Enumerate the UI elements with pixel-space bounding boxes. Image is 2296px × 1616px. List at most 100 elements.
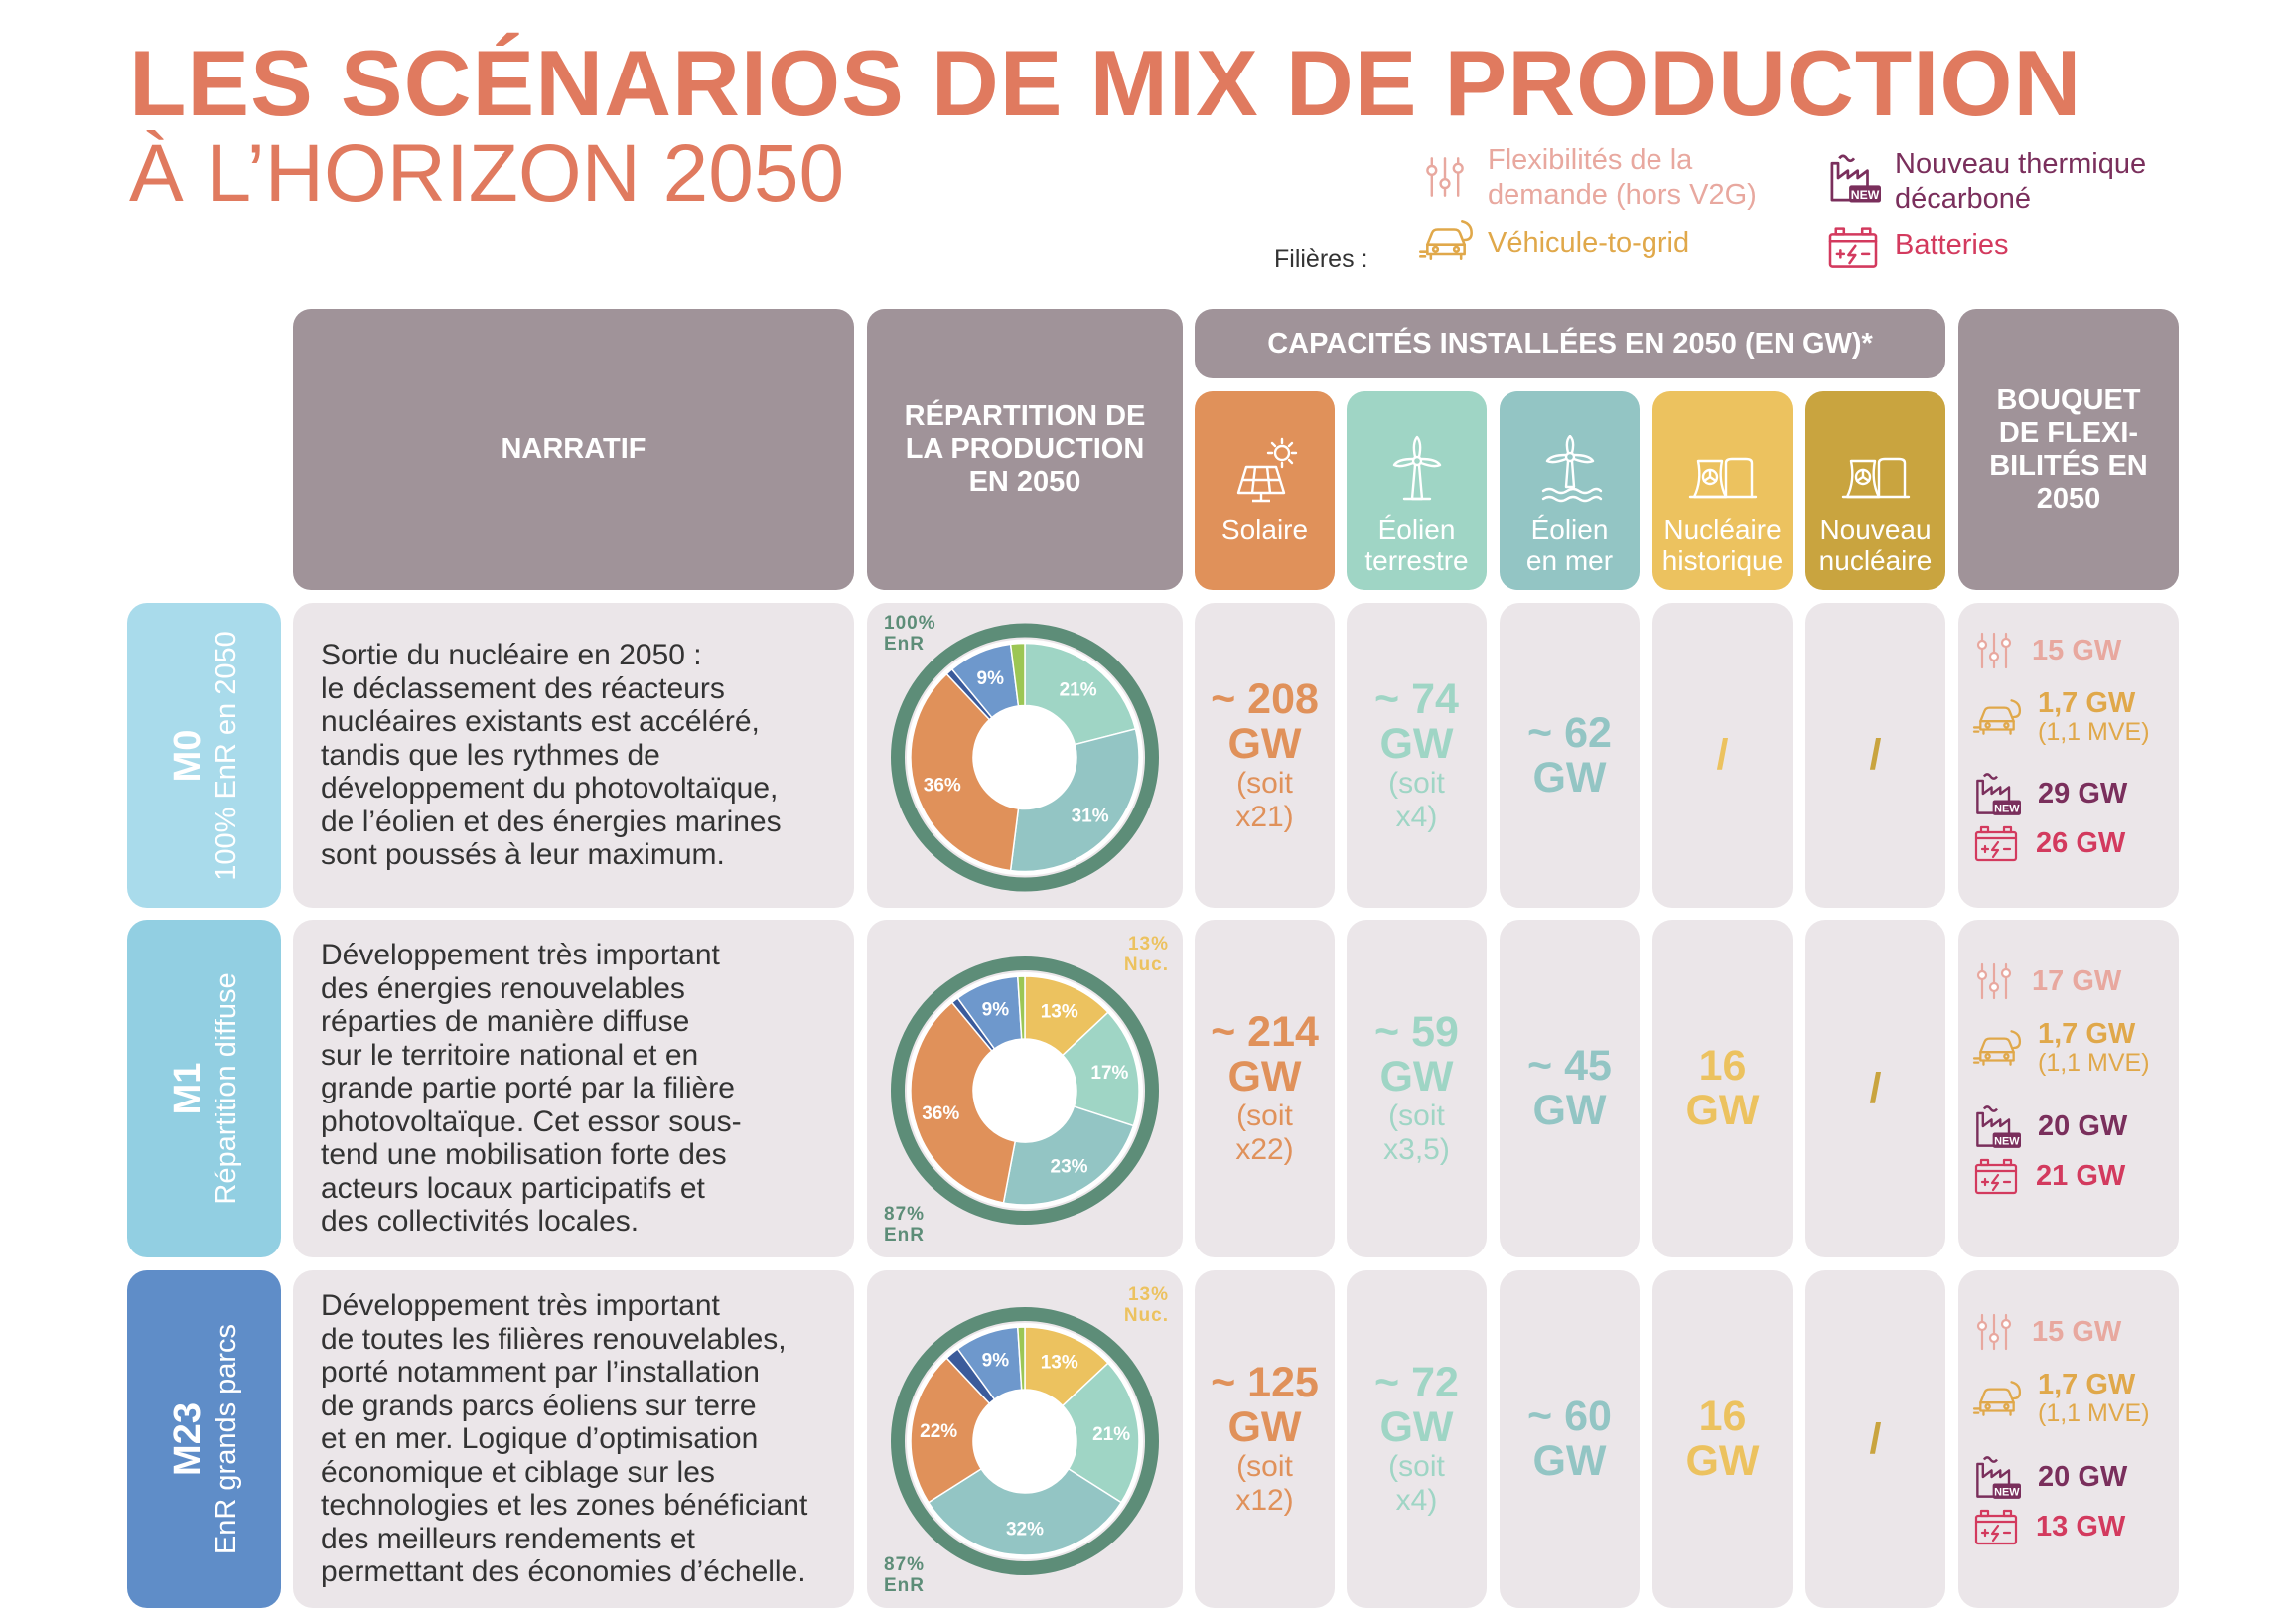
capacity-value: ~ 59 (1374, 1008, 1459, 1056)
narratif-line: des énergies renouvelables (321, 971, 685, 1005)
flex-item-value-wrap: 21 GW (2036, 1159, 2126, 1192)
donut-slice-label: 21% (1092, 1424, 1130, 1445)
flex-item-value-wrap: 15 GW (2032, 635, 2121, 666)
donut-hole (974, 706, 1076, 808)
flex-item-value: 17 GW (2032, 964, 2122, 997)
capacity-ratio-line-2: x22) (1235, 1133, 1294, 1166)
enr-share-value: 87% (884, 1204, 926, 1225)
capacity-cell-eolien-terrestre: ~ 59 GW (soit x3,5) (1347, 920, 1487, 1257)
donut-slice-label: 21% (1060, 679, 1097, 700)
capacity-cell-nucleaire-hist: / (1652, 603, 1793, 908)
narratif-line: développement du photovoltaïque, (321, 772, 779, 806)
capacity-unit: GW (1685, 1087, 1760, 1134)
flex-item-value: 20 GW (2038, 1460, 2128, 1493)
legend-thermique: Nouveau thermique décarboné (1895, 148, 2147, 215)
flex-item-value-wrap: 29 GW (2038, 778, 2127, 809)
capacity-value: ~ 62 (1527, 708, 1612, 757)
flex-item-v2g: 1,7 GW (1,1 MVE) (1972, 1370, 2150, 1426)
narratif-line: grande partie porté par la filière (321, 1072, 735, 1105)
capacity-ratio-line-1: (soit (1236, 1450, 1293, 1483)
flex-item-value: 21 GW (2036, 1159, 2126, 1192)
capacity-unit: GW (1379, 1053, 1454, 1101)
narratif-text: Sortie du nucléaire en 2050 : le déclasse… (321, 639, 847, 872)
narratif-line: des meilleurs rendements et (321, 1522, 695, 1555)
repartition-donut-chart: 13% 21% 32% 22% 9% (891, 1307, 1159, 1575)
capacity-value: ~ 45 (1527, 1042, 1612, 1090)
donut-slice (1016, 1326, 1026, 1391)
legend-flex-demande: Flexibilités de la demande (hors V2G) (1488, 144, 1757, 211)
donut-hole (974, 1040, 1076, 1141)
flex-item-batteries: 21 GW (1972, 1156, 2125, 1196)
enr-share-caption: EnR (884, 1575, 925, 1596)
donut-slice-label: 17% (1090, 1063, 1128, 1084)
thermique-icon (1827, 151, 1881, 205)
flex-item-batteries: 26 GW (1972, 823, 2125, 863)
header-nouveau-nucleaire: Nouveau nucléaire (1805, 391, 1945, 590)
flex-item-value-wrap: 1,7 GW (1,1 MVE) (2038, 688, 2150, 746)
offshore-wind-icon (1535, 435, 1605, 505)
flex-item-value: 26 GW (2036, 826, 2126, 859)
capacity-ratio-line-1: (soit (1388, 766, 1445, 800)
scenario-code: M1 (166, 1062, 209, 1115)
flex-item-value-wrap: 13 GW (2036, 1511, 2125, 1543)
batteries-icon (1972, 823, 2020, 863)
flex-demande-icon (1972, 1312, 2016, 1352)
enr-share-value: 87% (884, 1554, 926, 1575)
thermique-icon (1972, 1102, 2022, 1150)
repartition-donut-chart: 13% 17% 23% 36% 9% (891, 956, 1159, 1225)
narratif-line: permettant des économies d’échelle. (321, 1555, 806, 1589)
narratif-line: et en mer. Logique d’optimisation (321, 1422, 759, 1456)
header-eolien-mer-label-2: en mer (1525, 545, 1614, 576)
donut-slice-label: 13% (1041, 1002, 1078, 1023)
bouquet-flex-cell: 15 GW 1,7 GW (1,1 MVE) 29 GW 26 GW (1958, 603, 2179, 908)
header-eolien-mer: Éolien en mer (1500, 391, 1640, 590)
flex-item-value: 20 GW (2038, 1109, 2128, 1142)
capacity-ratio-line-1: (soit (1236, 766, 1293, 800)
thermique-icon (1972, 770, 2022, 817)
scenario-code: M23 (166, 1402, 209, 1476)
header-solaire-label: Solaire (1220, 514, 1309, 545)
flex-item-value: 15 GW (2032, 1315, 2122, 1348)
capacity-value: ~ 72 (1374, 1359, 1459, 1406)
v2g-icon (1418, 217, 1474, 264)
header-nucleaire-historique-label-2: historique (1661, 545, 1784, 576)
capacity-unit: GW (1227, 1053, 1302, 1101)
scenario-code: M0 (166, 729, 209, 782)
scenario-label-m0: M0 100% EnR en 2050 (127, 603, 281, 908)
donut-slice-label: 9% (982, 1351, 1010, 1372)
batteries-icon (1972, 1507, 2020, 1546)
nuc-share-label: 13% Nuc. (1124, 934, 1169, 975)
narratif-line: des collectivités locales. (321, 1205, 640, 1239)
flex-item-flex-demande: 15 GW (1972, 631, 2121, 670)
capacity-value: ~ 214 (1211, 1008, 1319, 1056)
header-nucleaire-historique: Nucléaire historique (1652, 391, 1793, 590)
narratif-line: tandis que les rythmes de (321, 738, 660, 772)
flex-item-value-wrap: 1,7 GW (1,1 MVE) (2038, 1370, 2150, 1427)
donut-slice (1009, 727, 1140, 873)
donut-slice (1002, 1105, 1135, 1206)
donut-slice (1009, 642, 1026, 707)
capacity-unit: GW (1532, 1437, 1607, 1485)
page-title: LES SCÉNARIOS DE MIX DE PRODUCTION (129, 31, 2082, 135)
nuc-share-label: 13% Nuc. (1124, 1284, 1169, 1326)
repartition-cell: 13% 21% 32% 22% 9% 87% EnR 13% Nuc. (867, 1270, 1183, 1608)
narratif-line: de l’éolien et des énergies marines (321, 805, 782, 838)
capacity-value: 16 (1698, 1042, 1747, 1090)
flex-item-value-wrap: 20 GW (2038, 1460, 2128, 1493)
header-nucleaire-historique-label-1: Nucléaire (1663, 514, 1782, 545)
capacity-cell-nucleaire-hist: 16 GW (1652, 920, 1793, 1257)
flex-item-flex-demande: 17 GW (1972, 961, 2121, 1001)
flex-item-value-wrap: 1,7 GW (1,1 MVE) (2038, 1018, 2150, 1077)
capacity-value: ~ 208 (1211, 674, 1319, 723)
capacity-unit: GW (1227, 1403, 1302, 1451)
capacity-value: / (1869, 1414, 1882, 1463)
narratif-line: Développement très important (321, 1289, 720, 1323)
nuc-share-caption: Nuc. (1123, 1305, 1169, 1326)
capacity-value: 16 (1698, 1393, 1747, 1440)
narratif-line: de toutes les filières renouvelables, (321, 1322, 787, 1356)
donut-slice (927, 1467, 1123, 1556)
bouquet-flex-cell: 17 GW 1,7 GW (1,1 MVE) 20 GW 21 GW (1958, 920, 2179, 1257)
flex-item-value: 1,7 GW (2038, 1018, 2136, 1050)
flex-item-value-wrap: 15 GW (2032, 1315, 2122, 1348)
capacity-unit: GW (1685, 1437, 1760, 1485)
